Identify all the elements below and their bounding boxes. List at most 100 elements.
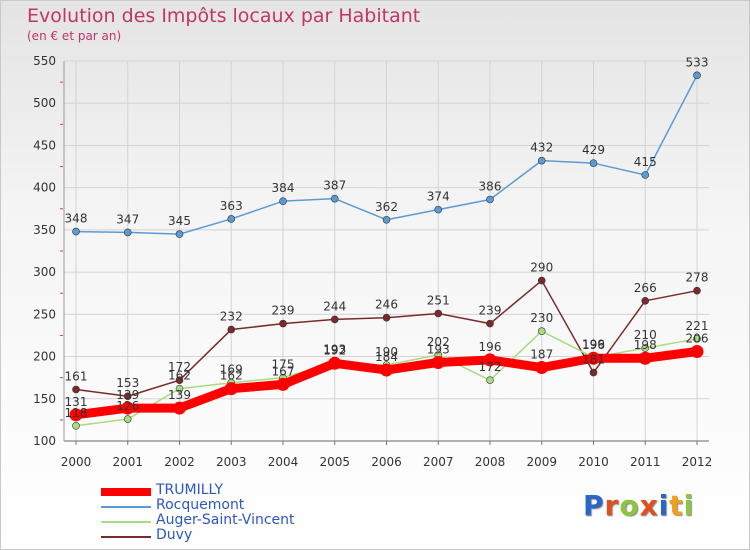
y-tick-label: 500 xyxy=(33,96,56,110)
data-label: 169 xyxy=(220,363,243,377)
data-point xyxy=(330,194,339,203)
data-point xyxy=(328,356,342,370)
x-tick-label: 2001 xyxy=(112,455,143,469)
data-label: 251 xyxy=(427,293,450,307)
data-label: 386 xyxy=(479,179,502,193)
data-point xyxy=(72,227,80,236)
data-label: 266 xyxy=(634,281,657,295)
data-label: 202 xyxy=(427,335,450,349)
data-point xyxy=(227,215,236,223)
data-label: 167 xyxy=(272,364,295,378)
data-point xyxy=(434,205,443,214)
data-point xyxy=(123,228,132,237)
grid-lines xyxy=(64,60,709,442)
logo-letter: i xyxy=(683,489,695,522)
logo-letter: r xyxy=(604,489,620,522)
x-tick-label: 2006 xyxy=(371,455,402,469)
data-label: 139 xyxy=(168,388,191,402)
y-tick-label: 250 xyxy=(33,307,56,321)
data-point xyxy=(69,408,83,422)
data-label: 131 xyxy=(65,395,88,409)
data-label: 345 xyxy=(168,214,191,228)
y-tick-label: 300 xyxy=(33,265,56,279)
data-point xyxy=(431,355,445,369)
x-tick-label: 2012 xyxy=(682,455,713,469)
data-point xyxy=(123,415,132,423)
x-tick-label: 2011 xyxy=(630,455,661,469)
data-point xyxy=(641,344,650,352)
data-point xyxy=(693,71,701,80)
data-label: 278 xyxy=(686,271,709,285)
proxiti-logo: Proxiti xyxy=(583,489,694,522)
data-label: 206 xyxy=(686,331,709,345)
logo-letter: P xyxy=(583,489,605,522)
data-point xyxy=(121,401,135,415)
data-point xyxy=(537,156,546,165)
data-label: 384 xyxy=(272,181,295,195)
y-tick-label: 550 xyxy=(33,54,56,68)
data-point xyxy=(537,276,546,285)
data-point xyxy=(535,361,549,375)
data-point xyxy=(589,368,598,377)
data-label: 239 xyxy=(272,304,295,318)
legend-swatch-auger-saint-vincent xyxy=(101,521,151,523)
data-label: 374 xyxy=(427,190,450,204)
data-label: 196 xyxy=(582,338,605,352)
data-point xyxy=(72,385,80,394)
data-point xyxy=(224,382,238,396)
data-point xyxy=(276,377,290,391)
legend-swatch-trumilly xyxy=(101,488,151,496)
data-label: 230 xyxy=(530,311,553,325)
data-label: 239 xyxy=(479,304,502,318)
data-label: 181 xyxy=(582,353,605,367)
data-label: 232 xyxy=(220,310,243,324)
data-label: 192 xyxy=(323,343,346,357)
logo-letter: t xyxy=(669,489,684,522)
data-label: 153 xyxy=(116,376,139,390)
data-label: 193 xyxy=(323,342,346,356)
x-tick-label: 2000 xyxy=(61,455,92,469)
x-tick-label: 2007 xyxy=(423,455,454,469)
data-label: 126 xyxy=(116,399,139,413)
data-label: 347 xyxy=(116,212,139,226)
data-point xyxy=(486,195,494,204)
data-labels: 348 347 345 363 384 387 362 374 386 432 429 415 533 1… xyxy=(65,55,709,419)
data-label: 429 xyxy=(582,143,605,157)
data-point xyxy=(434,309,443,318)
y-tick-label: 450 xyxy=(33,138,56,152)
x-tick-label: 2008 xyxy=(475,455,506,469)
data-point xyxy=(638,351,652,365)
data-label: 221 xyxy=(686,319,709,333)
chart-subtitle: (en € et par an) xyxy=(27,29,122,43)
data-label: 172 xyxy=(479,360,502,374)
data-label: 162 xyxy=(220,369,243,383)
data-point xyxy=(693,286,701,295)
data-label: 290 xyxy=(530,261,553,275)
legend-swatch-duvy xyxy=(101,536,151,538)
x-tick-label: 2005 xyxy=(319,455,350,469)
legend-label-duvy: Duvy xyxy=(156,527,193,543)
data-label: 184 xyxy=(375,350,398,364)
data-point xyxy=(382,215,391,224)
x-tick-label: 2010 xyxy=(578,455,609,469)
chart-title: Evolution des Impôts locaux par Habitant xyxy=(27,5,421,27)
data-label: 139 xyxy=(116,388,139,402)
legend-label-trumilly: TRUMILLY xyxy=(156,482,224,498)
data-label: 246 xyxy=(375,298,398,312)
data-point xyxy=(483,353,497,367)
data-point xyxy=(641,171,650,179)
data-label: 162 xyxy=(168,369,191,383)
data-label: 432 xyxy=(530,141,553,155)
data-point xyxy=(380,363,393,377)
data-label: 363 xyxy=(220,199,243,213)
data-label: 172 xyxy=(168,360,191,374)
data-label: 175 xyxy=(272,358,295,372)
data-point xyxy=(382,313,391,322)
data-point xyxy=(486,319,494,328)
legend-swatch-rocquemont xyxy=(101,506,151,508)
axes: 100 150 200 250 300 350 400 450 500 550 2000 2001 20… xyxy=(33,54,712,469)
data-point xyxy=(537,327,546,336)
data-point xyxy=(175,384,184,393)
y-tick-label: 400 xyxy=(33,181,56,195)
